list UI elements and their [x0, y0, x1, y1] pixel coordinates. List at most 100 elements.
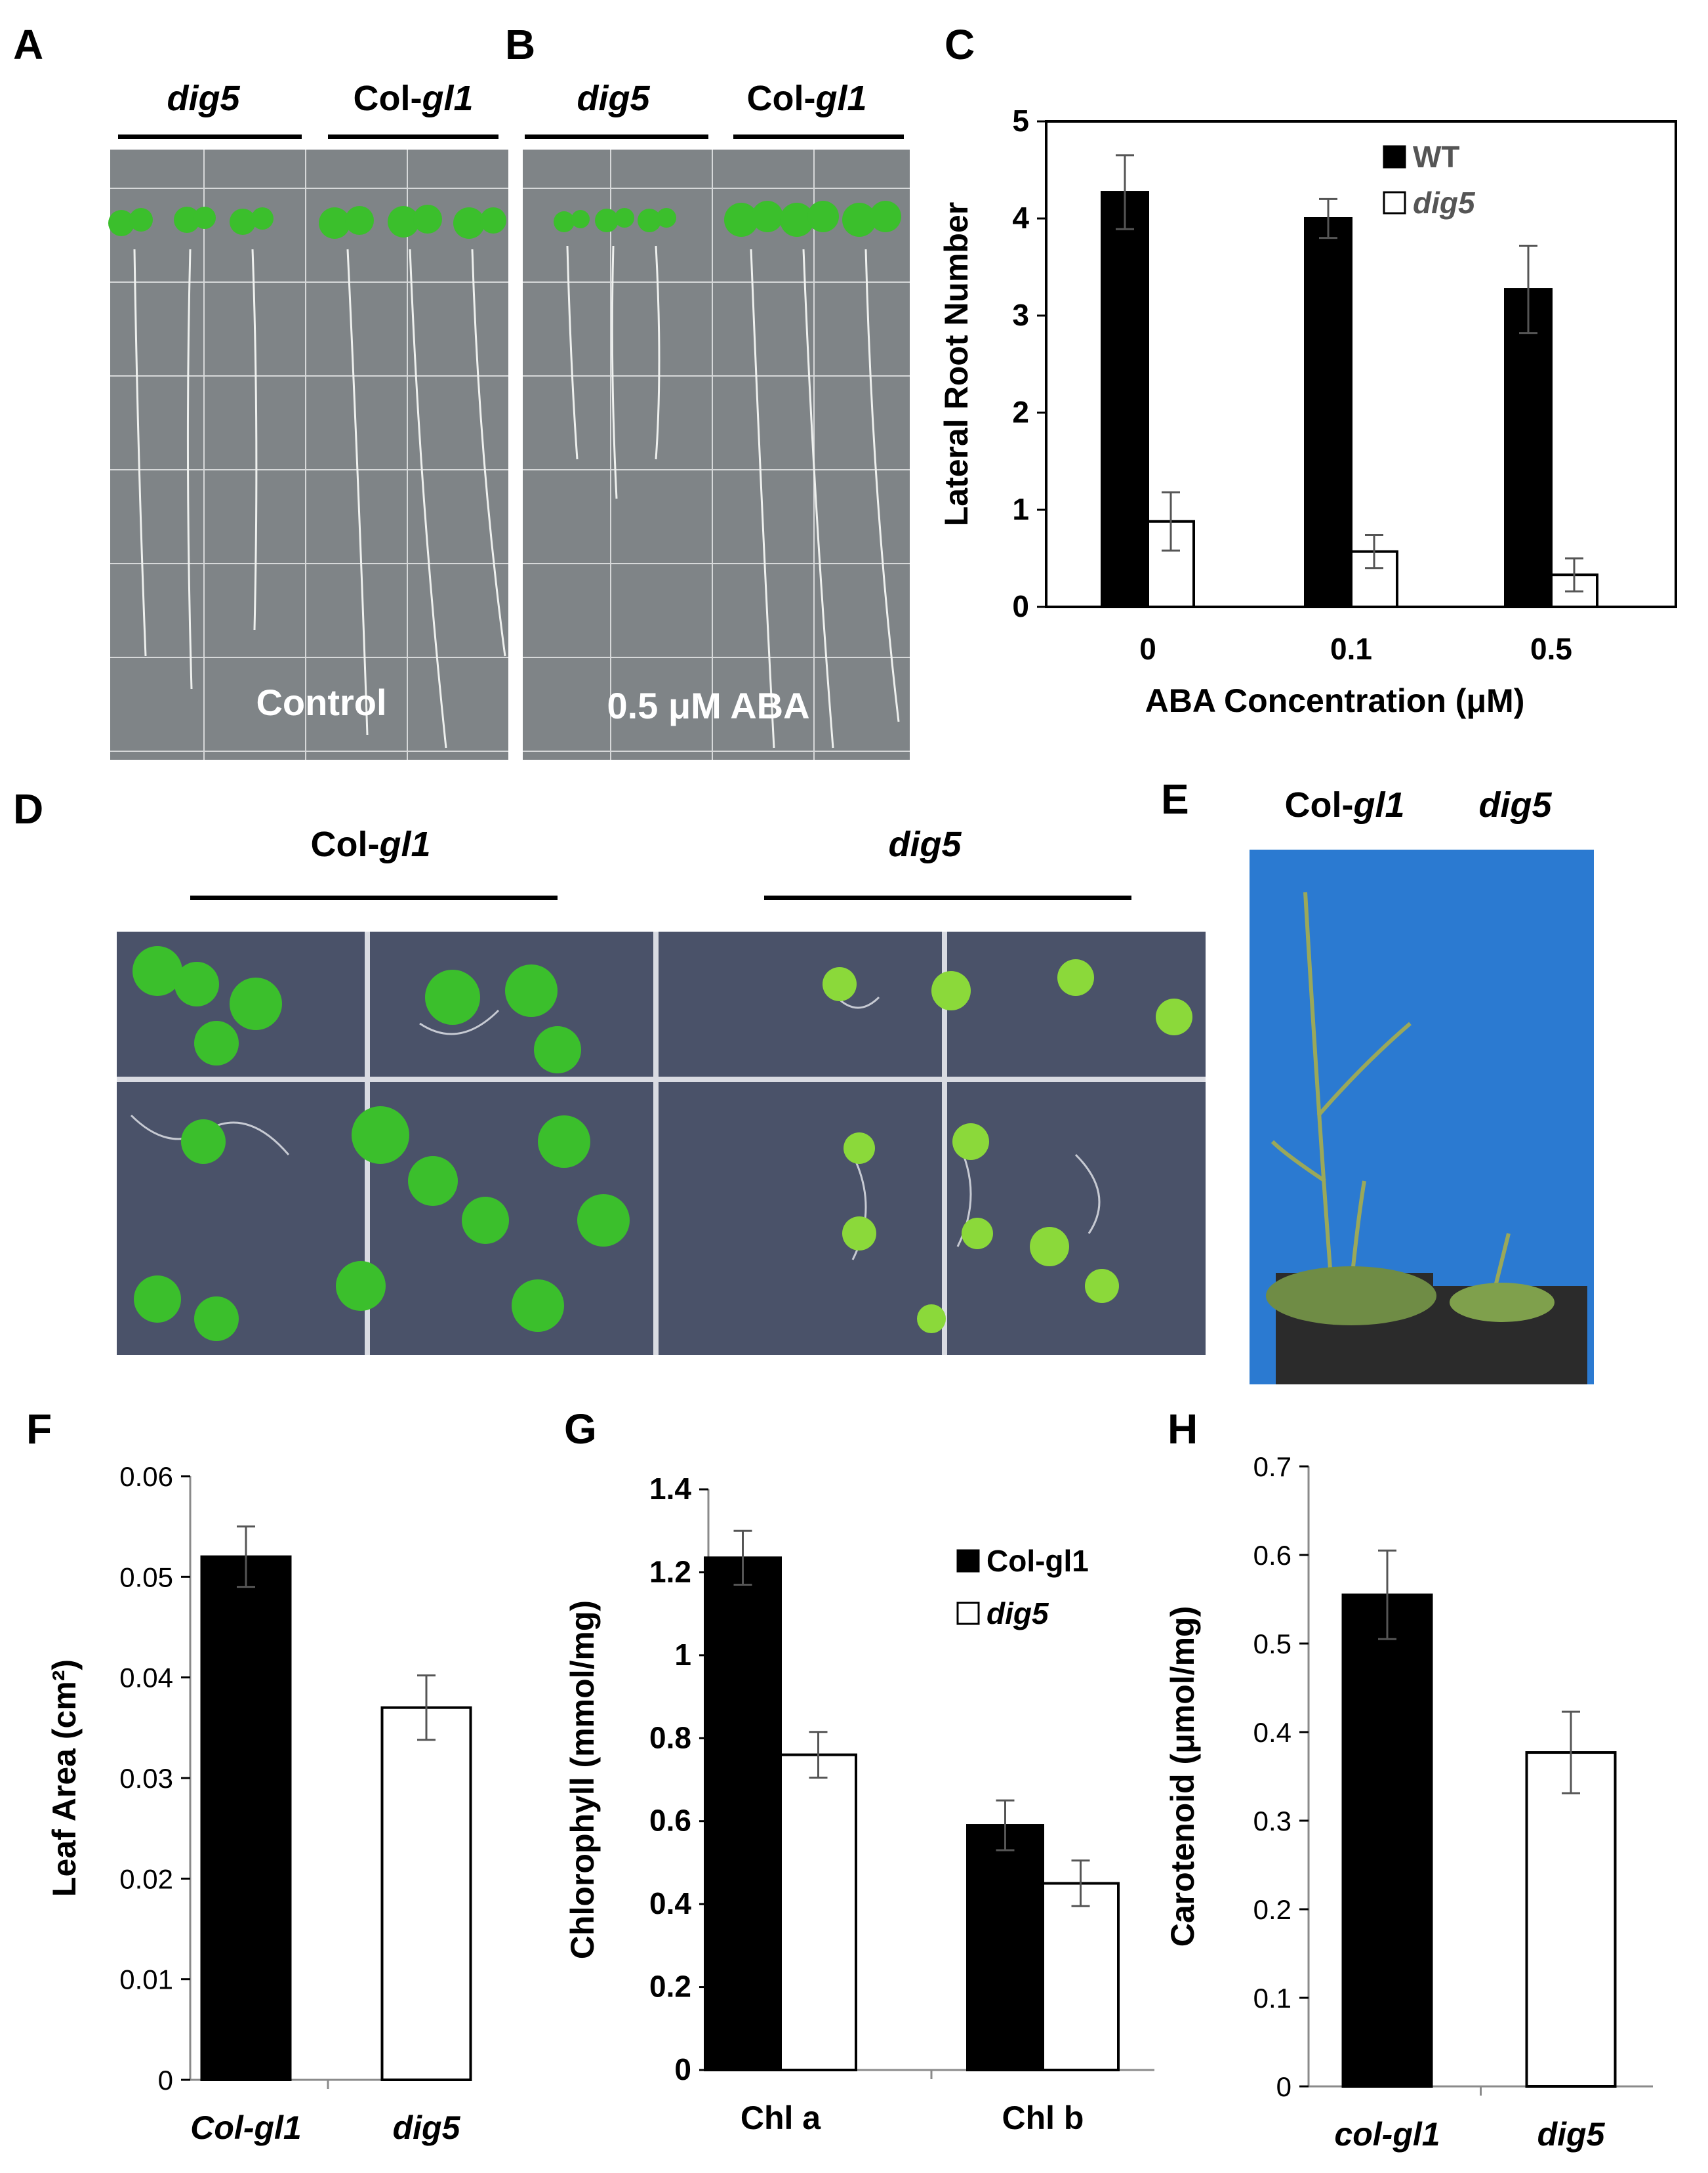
x-tick-label: Chl a [741, 2100, 821, 2136]
bar [1525, 1751, 1617, 2088]
y-tick-label: 0 [1012, 589, 1029, 623]
panel-a-label-col-gl1: Col-gl1 [354, 79, 474, 118]
y-tick-label: 3 [1012, 298, 1029, 332]
genotype-bar [118, 135, 302, 139]
panel-letter-h: H [1168, 1405, 1198, 1453]
y-tick-label: 0.03 [119, 1763, 173, 1794]
chart-carotenoid: 0 0.1 0.2 0.3 0.4 0.5 0.6 0.7 col-gl1 dig5 Caroten… [1164, 1451, 1653, 2153]
y-tick-label: 0.7 [1253, 1451, 1291, 1482]
panel-letter-d: D [13, 785, 43, 833]
y-tick-label: 1.4 [649, 1472, 691, 1506]
y-axis-label: Carotenoid (μmol/mg) [1164, 1606, 1201, 1947]
y-axis-label: Leaf Area (cm²) [46, 1659, 83, 1897]
y-tick-label: 0.4 [649, 1886, 691, 1920]
panel-d-label-col-gl1: Col-gl1 [311, 825, 431, 864]
y-tick-label: 0 [158, 2065, 173, 2096]
y-tick-label: 5 [1012, 104, 1029, 138]
y-tick-label: 0.06 [119, 1461, 173, 1492]
x-tick-label: 0.5 [1530, 632, 1572, 666]
y-tick-label: 0.4 [1253, 1717, 1291, 1748]
chart-chlorophyll: 0 0.2 0.4 0.6 0.8 1 1.2 1.4 Chl a Chl b Chlorophyl… [564, 1472, 1154, 2136]
legend-label: dig5 [1413, 186, 1476, 220]
panel-letter-f: F [26, 1405, 52, 1453]
plate-photo-control: Control [108, 150, 508, 760]
y-tick-label: 0.02 [119, 1863, 173, 1894]
plate-photo-aba: 0.5 μM ABA [523, 150, 910, 760]
legend-swatch [956, 1602, 980, 1625]
chart-lateral-root-number: 0 1 2 3 4 5 0 0.1 0.5 Lateral Root Number ABA Conc… [938, 104, 1677, 719]
panel-letter-b: B [505, 21, 535, 68]
bar [1147, 520, 1195, 609]
bar [966, 1824, 1044, 2071]
seedling-plate-photo [117, 932, 1206, 1355]
y-tick-label: 1 [1012, 492, 1029, 526]
panel-b-label-col-gl1: Col-gl1 [747, 79, 867, 118]
y-tick-label: 0.6 [649, 1804, 691, 1838]
y-axis-label: Chlorophyll (mmol/mg) [564, 1600, 601, 1959]
x-tick-label: dig5 [1537, 2116, 1606, 2153]
panel-b-label-dig5: dig5 [577, 79, 650, 118]
bar [1304, 217, 1352, 608]
x-tick-label: 0.1 [1330, 632, 1372, 666]
bar [1341, 1593, 1433, 2088]
bar [704, 1556, 782, 2071]
genotype-bar [328, 135, 498, 139]
genotype-bar [733, 135, 904, 139]
x-tick-label: Col-gl1 [190, 2109, 301, 2146]
panel-e-label-dig5: dig5 [1478, 785, 1552, 825]
panel-e-label-col-gl1: Col-gl1 [1285, 785, 1405, 825]
panel-f: F 0 0.01 0.02 0.03 0.04 0.05 0.06 Col-gl1 dig5 Le… [26, 1405, 472, 2146]
y-tick-label: 0.1 [1253, 1983, 1291, 2014]
y-tick-label: 0.05 [119, 1562, 173, 1592]
genotype-bar [764, 896, 1131, 900]
panel-letter-c: C [945, 21, 975, 68]
panel-h: H 0 0.1 0.2 0.3 0.4 0.5 0.6 0.7 col-gl1 dig5 Carot… [1164, 1405, 1653, 2153]
panel-d: D Col-gl1 dig5 [13, 785, 1206, 1355]
bar [1042, 1882, 1120, 2071]
legend-swatch [1383, 191, 1406, 215]
adult-plant-photo [1250, 850, 1594, 1384]
chart-leaf-area: 0 0.01 0.02 0.03 0.04 0.05 0.06 Col-gl1 dig5 Leaf… [46, 1461, 472, 2146]
y-tick-label: 2 [1012, 395, 1029, 429]
y-axis-label: Lateral Root Number [938, 202, 975, 527]
x-tick-label: dig5 [393, 2109, 461, 2146]
y-tick-label: 0.01 [119, 1964, 173, 1995]
bar [1504, 288, 1553, 608]
x-tick-label: col-gl1 [1334, 2116, 1440, 2153]
y-tick-label: 0.2 [1253, 1894, 1291, 1925]
y-tick-label: 4 [1012, 201, 1029, 235]
y-tick-label: 1 [674, 1638, 691, 1672]
bar [200, 1555, 292, 2082]
panel-b-condition-label: 0.5 μM ABA [607, 685, 809, 726]
y-tick-label: 0.5 [1253, 1628, 1291, 1659]
legend-label: dig5 [986, 1596, 1049, 1630]
legend-swatch [956, 1549, 980, 1573]
panel-a: A dig5 Col-gl1 Control [13, 21, 508, 760]
bar [1101, 191, 1149, 609]
panel-e: E Col-gl1 dig5 [1161, 776, 1594, 1384]
y-tick-label: 0 [674, 2052, 691, 2086]
panel-letter-a: A [13, 21, 43, 68]
x-axis-label: ABA Concentration (μM) [1145, 682, 1525, 719]
y-tick-label: 1.2 [649, 1554, 691, 1588]
legend-label: WT [1413, 140, 1460, 174]
y-tick-label: 0.6 [1253, 1540, 1291, 1571]
genotype-bar [525, 135, 708, 139]
y-tick-label: 0.04 [119, 1663, 173, 1693]
y-tick-label: 0.2 [649, 1970, 691, 2004]
y-tick-label: 0.8 [649, 1720, 691, 1754]
panel-a-label-dig5: dig5 [167, 79, 240, 118]
legend-label: Col-gl1 [986, 1544, 1089, 1578]
x-tick-label: 0 [1139, 632, 1156, 666]
panel-letter-g: G [564, 1405, 597, 1453]
legend-swatch [1383, 145, 1406, 169]
genotype-bar [190, 896, 558, 900]
x-tick-label: Chl b [1002, 2100, 1084, 2136]
y-tick-label: 0.3 [1253, 1806, 1291, 1836]
panel-letter-e: E [1161, 776, 1189, 823]
y-tick-label: 0 [1276, 2071, 1291, 2102]
bar [779, 1753, 857, 2072]
panel-d-label-dig5: dig5 [888, 825, 962, 864]
panel-a-condition-label: Control [256, 682, 386, 723]
